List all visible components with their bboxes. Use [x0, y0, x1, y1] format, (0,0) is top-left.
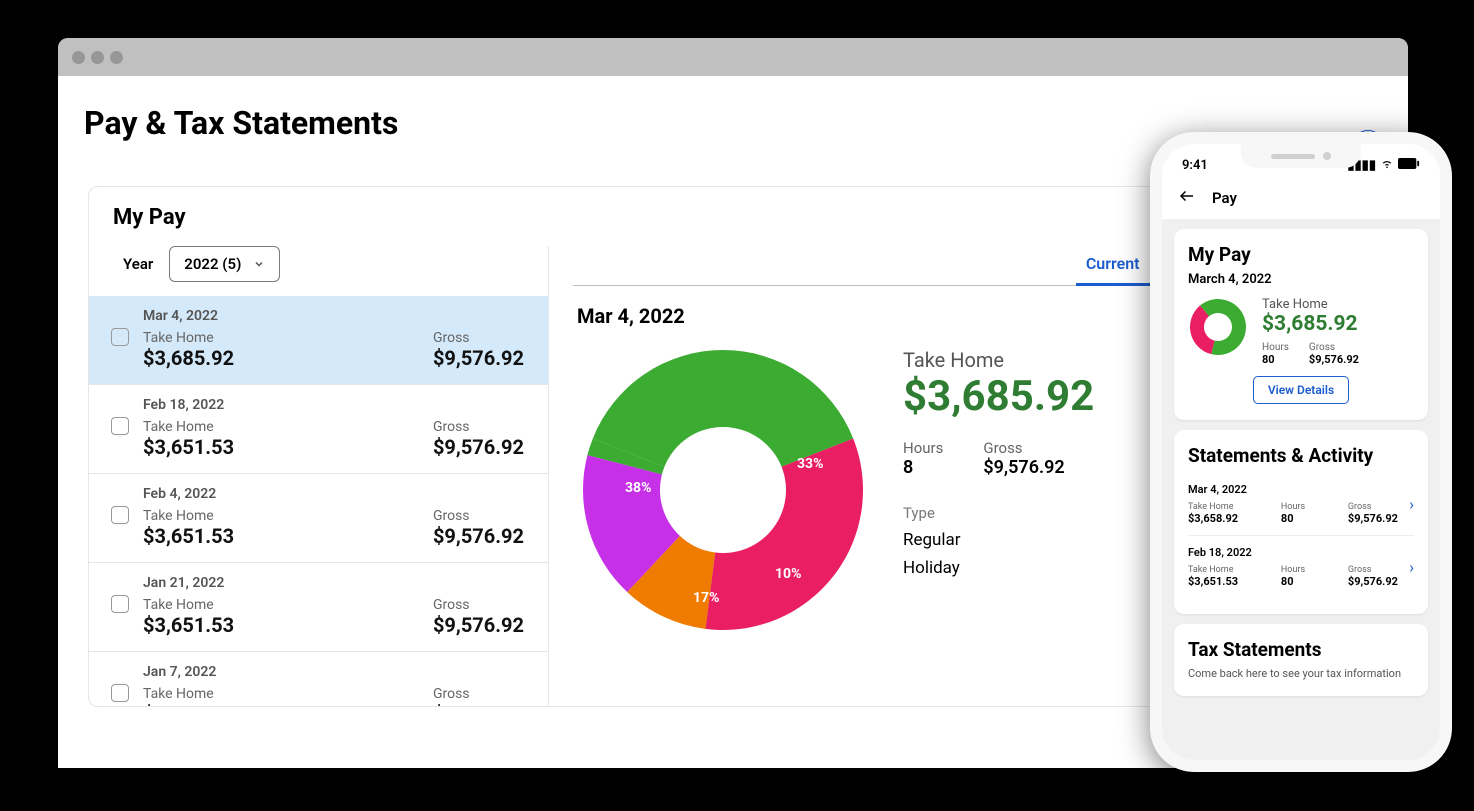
window-dot[interactable]	[72, 51, 85, 64]
phone-mypay-title: My Pay	[1188, 243, 1414, 266]
row-gross-value: $9,576.92	[433, 702, 524, 706]
phone-mypay-card: My Pay March 4, 2022 Take Home $3,685.92…	[1174, 229, 1428, 420]
window-dot[interactable]	[91, 51, 104, 64]
phone-time: 9:41	[1182, 158, 1208, 173]
row-take-label: Take Home	[143, 686, 234, 702]
phone-hours-label: Hours	[1262, 342, 1289, 353]
row-take-label: Take Home	[143, 419, 234, 435]
phone-statements-card: Statements & Activity Mar 4, 2022 Take H…	[1174, 430, 1428, 614]
mobile-preview: 9:41 ▮▮▮▮ Pay My Pay March 4, 2022	[1150, 132, 1452, 772]
phone-mypay-date: March 4, 2022	[1188, 272, 1414, 287]
prow-date: Feb 18, 2022	[1188, 546, 1414, 559]
chevron-right-icon: ›	[1409, 495, 1414, 514]
donut-slice-label: 33%	[797, 456, 823, 472]
row-gross-value: $9,576.92	[433, 524, 524, 548]
row-gross-value: $9,576.92	[433, 346, 524, 370]
year-select-value: 2022 (5)	[184, 255, 241, 273]
pay-row[interactable]: Feb 18, 2022 Take Home $3,651.53 Gross $…	[89, 385, 548, 474]
row-date: Mar 4, 2022	[143, 308, 524, 324]
row-gross-value: $9,576.92	[433, 613, 524, 637]
back-icon[interactable]	[1178, 187, 1196, 209]
year-label: Year	[123, 255, 153, 273]
view-details-button[interactable]: View Details	[1253, 376, 1349, 404]
phone-header: Pay	[1162, 177, 1440, 219]
hours-label: Hours	[903, 439, 943, 457]
row-take-label: Take Home	[143, 597, 234, 613]
row-checkbox[interactable]	[111, 417, 129, 435]
donut-slice-label: 17%	[693, 590, 719, 606]
row-date: Jan 21, 2022	[143, 575, 524, 591]
row-date: Feb 4, 2022	[143, 486, 524, 502]
phone-gross-label: Gross	[1309, 342, 1359, 353]
phone-tax-msg: Come back here to see your tax informati…	[1188, 667, 1414, 680]
row-date: Feb 18, 2022	[143, 397, 524, 413]
chevron-right-icon: ›	[1409, 558, 1414, 577]
donut-slice-label: 10%	[775, 566, 801, 582]
row-gross-label: Gross	[433, 330, 524, 346]
line-type: Regular	[903, 526, 1107, 554]
tab-current[interactable]: Current	[1082, 246, 1144, 285]
phone-notch	[1241, 144, 1361, 168]
row-date: Jan 7, 2022	[143, 664, 524, 680]
pay-list[interactable]: Mar 4, 2022 Take Home $3,685.92 Gross $9…	[89, 296, 548, 706]
row-take-value: $3,651.53	[143, 524, 234, 548]
phone-hours-value: 80	[1262, 353, 1289, 366]
line-type: Holiday	[903, 554, 1107, 582]
phone-tax-title: Tax Statements	[1188, 638, 1414, 661]
phone-statements-title: Statements & Activity	[1188, 444, 1414, 467]
battery-icon	[1398, 158, 1420, 173]
phone-header-title: Pay	[1212, 189, 1237, 207]
phone-statement-row[interactable]: Feb 18, 2022 Take Home$3,651.53 Hours80 …	[1188, 535, 1414, 598]
phone-gross-value: $9,576.92	[1309, 353, 1359, 366]
phone-tax-card: Tax Statements Come back here to see you…	[1174, 624, 1428, 696]
row-take-label: Take Home	[143, 330, 234, 346]
pay-row[interactable]: Mar 4, 2022 Take Home $3,685.92 Gross $9…	[89, 296, 548, 385]
donut-slice-label: 38%	[625, 480, 651, 496]
phone-statement-row[interactable]: Mar 4, 2022 Take Home$3,658.92 Hours80 G…	[1188, 473, 1414, 535]
row-gross-label: Gross	[433, 686, 524, 702]
breakdown-donut-chart: 38% 33% 10% 17%	[573, 340, 873, 640]
row-gross-label: Gross	[433, 508, 524, 524]
pay-list-panel: Year 2022 (5) Mar 4, 2022 Take Home $3,6…	[89, 246, 549, 706]
row-take-value: $3,685.92	[143, 346, 234, 370]
row-checkbox[interactable]	[111, 684, 129, 702]
row-gross-label: Gross	[433, 597, 524, 613]
phone-mini-donut	[1188, 297, 1248, 357]
row-take-value: $3,651.53	[143, 613, 234, 637]
col-type: Type	[903, 500, 1107, 526]
gross-label: Gross	[983, 439, 1064, 457]
row-take-label: Take Home	[143, 508, 234, 524]
window-dot[interactable]	[110, 51, 123, 64]
wifi-icon	[1380, 158, 1394, 173]
hours-value: 8	[903, 457, 943, 478]
phone-take-value: $3,685.92	[1262, 312, 1359, 336]
year-select[interactable]: 2022 (5)	[169, 246, 280, 282]
row-take-value: $3,651.53	[143, 702, 234, 706]
row-gross-value: $9,576.92	[433, 435, 524, 459]
row-take-value: $3,651.53	[143, 435, 234, 459]
row-gross-label: Gross	[433, 419, 524, 435]
window-titlebar	[58, 38, 1408, 76]
row-checkbox[interactable]	[111, 506, 129, 524]
row-checkbox[interactable]	[111, 328, 129, 346]
gross-value: $9,576.92	[983, 457, 1064, 478]
chevron-down-icon	[253, 258, 265, 270]
pay-row[interactable]: Jan 7, 2022 Take Home $3,651.53 Gross $9…	[89, 652, 548, 706]
pay-row[interactable]: Feb 4, 2022 Take Home $3,651.53 Gross $9…	[89, 474, 548, 563]
pay-row[interactable]: Jan 21, 2022 Take Home $3,651.53 Gross $…	[89, 563, 548, 652]
prow-date: Mar 4, 2022	[1188, 483, 1414, 496]
phone-take-label: Take Home	[1262, 297, 1359, 312]
row-checkbox[interactable]	[111, 595, 129, 613]
